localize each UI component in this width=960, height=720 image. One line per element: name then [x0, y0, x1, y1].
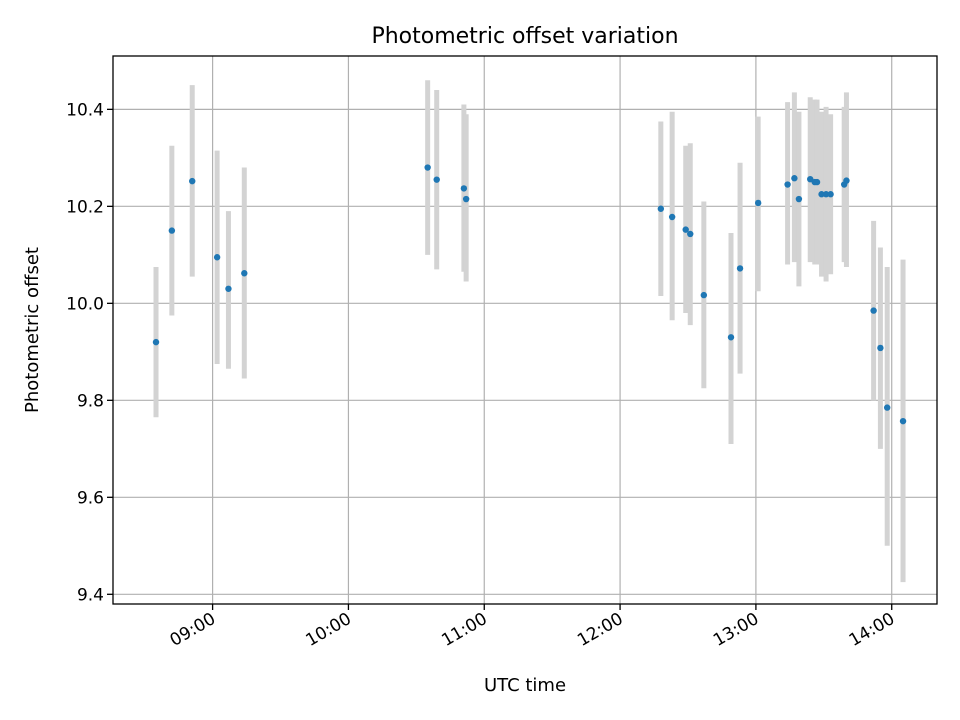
data-point — [189, 177, 196, 185]
data-point — [807, 175, 814, 183]
x-tick-label: 14:00 — [846, 609, 898, 651]
data-point — [682, 226, 689, 233]
data-point — [791, 175, 798, 182]
data-point — [433, 176, 440, 183]
data-point — [168, 227, 176, 234]
x-tick-label: 13:00 — [710, 609, 762, 651]
data-point — [813, 178, 821, 186]
y-tick-label: 9.6 — [77, 488, 104, 508]
chart-title: Photometric offset variation — [371, 24, 678, 49]
data-point — [152, 338, 160, 346]
data-point — [657, 205, 665, 212]
y-axis-label: Photometric offset — [22, 247, 43, 413]
data-point — [727, 334, 735, 341]
data-point — [424, 164, 431, 171]
x-tick-label: 11:00 — [438, 609, 490, 651]
data-point — [225, 285, 232, 292]
y-tick-label: 9.4 — [77, 585, 104, 605]
data-point — [843, 177, 850, 184]
y-tick-label: 9.8 — [77, 391, 104, 411]
data-point — [462, 195, 470, 203]
data-points — [152, 164, 907, 425]
x-tick-label: 09:00 — [167, 609, 219, 651]
data-point — [700, 291, 708, 299]
y-tick-label: 10.4 — [66, 100, 104, 120]
data-point — [827, 191, 834, 198]
data-point — [241, 270, 248, 277]
data-point — [883, 404, 891, 411]
data-point — [754, 199, 762, 207]
axes-frame — [112, 55, 938, 605]
data-point — [460, 185, 468, 192]
data-point — [795, 195, 803, 203]
data-point — [822, 191, 830, 198]
data-point — [899, 417, 907, 425]
data-point — [784, 181, 791, 188]
x-axis-label: UTC time — [484, 675, 566, 696]
y-tick-label: 10.2 — [66, 197, 104, 217]
data-point — [818, 191, 825, 198]
y-tick-label: 10.0 — [66, 294, 104, 314]
data-point — [870, 307, 877, 314]
data-point — [213, 254, 221, 261]
data-point — [736, 265, 744, 272]
data-point — [877, 344, 884, 352]
x-tick-label: 10:00 — [302, 609, 354, 651]
data-point — [687, 230, 694, 238]
data-point — [668, 213, 676, 221]
x-tick-label: 12:00 — [574, 609, 626, 651]
